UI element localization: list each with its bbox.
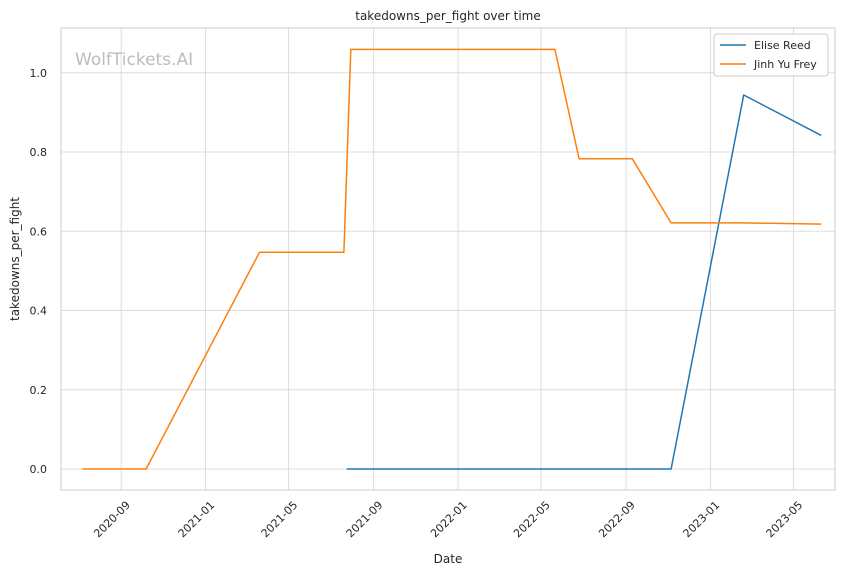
y-tick-label: 0.0 [30, 463, 48, 476]
series-lines [82, 48, 822, 470]
y-tick-label: 1.0 [30, 67, 48, 80]
legend-label-jinh-yu-frey: Jinh Yu Frey [753, 58, 817, 71]
y-tick-label: 0.6 [30, 225, 48, 238]
gridlines [61, 28, 835, 490]
chart-title: takedowns_per_fight over time [355, 9, 541, 23]
series-line-jinh-yu-frey [82, 48, 822, 470]
plot-frame [60, 27, 836, 491]
y-axis-label: takedowns_per_fight [8, 197, 22, 321]
y-tick-label: 0.4 [30, 305, 48, 318]
watermark-text: WolfTickets.AI [75, 50, 193, 70]
legend: Elise Reed Jinh Yu Frey [713, 33, 829, 77]
x-axis-label: Date [434, 552, 463, 566]
legend-label-elise-reed: Elise Reed [754, 39, 811, 52]
y-tick-labels: 0.0 0.2 0.4 0.6 0.8 1.0 [30, 67, 48, 476]
y-tick-label: 0.8 [30, 146, 48, 159]
series-line-elise-reed [346, 94, 822, 470]
y-tick-label: 0.2 [30, 384, 48, 397]
